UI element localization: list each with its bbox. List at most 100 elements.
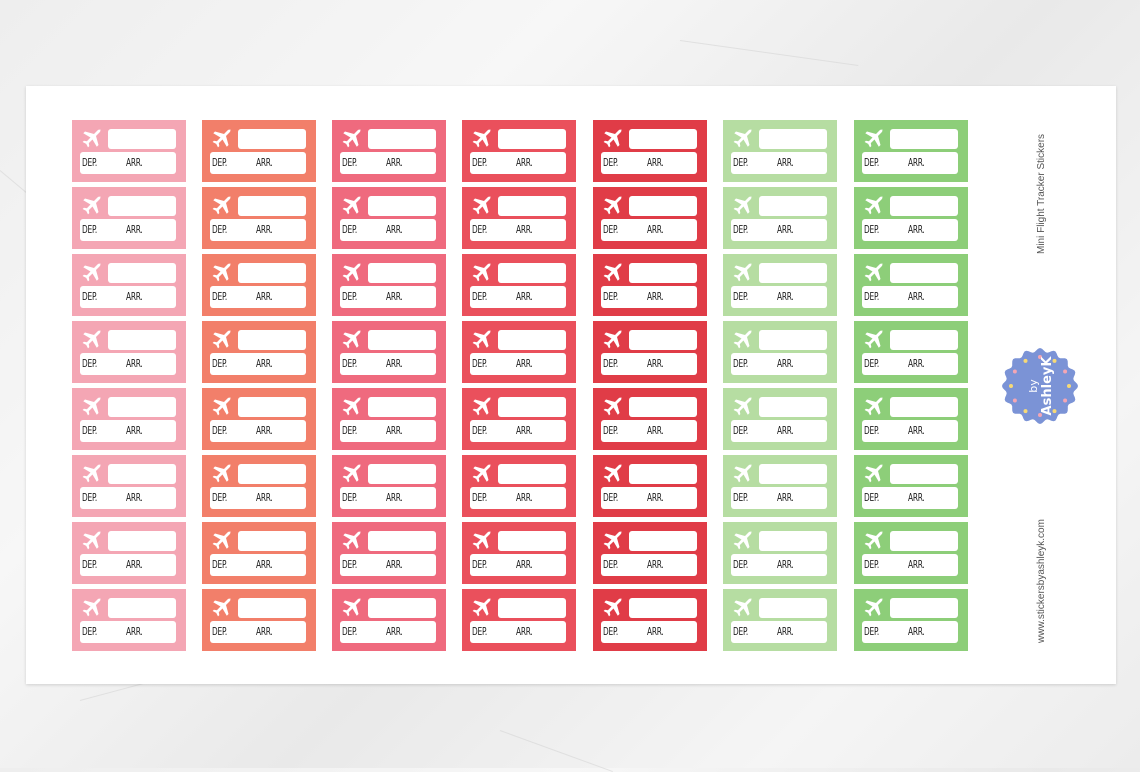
heart-icon — [1012, 369, 1017, 374]
times-field: DEP. ARR. — [80, 554, 176, 576]
arr-label: ARR. — [647, 625, 664, 638]
flight-number-field — [890, 531, 958, 551]
arr-label: ARR. — [908, 223, 925, 236]
flight-tracker-sticker: DEP. ARR. — [854, 187, 968, 249]
airplane-icon — [601, 127, 625, 151]
dep-label: DEP. — [82, 625, 98, 638]
dep-label: DEP. — [342, 491, 358, 504]
dep-label: DEP. — [864, 424, 880, 437]
times-field: DEP. ARR. — [80, 152, 176, 174]
flight-number-field — [108, 464, 176, 484]
flight-number-field — [368, 397, 436, 417]
arr-label: ARR. — [647, 290, 664, 303]
heart-icon — [1052, 358, 1057, 363]
logo-text-by: by — [1027, 379, 1040, 393]
arr-label: ARR. — [126, 290, 143, 303]
arr-label: ARR. — [777, 625, 794, 638]
dep-label: DEP. — [82, 357, 98, 370]
flight-number-field — [890, 397, 958, 417]
times-field: DEP. ARR. — [731, 621, 827, 643]
airplane-icon — [862, 127, 886, 151]
arr-label: ARR. — [386, 491, 403, 504]
airplane-icon — [601, 529, 625, 553]
dep-label: DEP. — [212, 290, 228, 303]
airplane-icon — [340, 529, 364, 553]
times-field: DEP. ARR. — [210, 286, 306, 308]
flight-number-field — [759, 464, 827, 484]
flight-number-field — [629, 598, 697, 618]
sticker-sheet: DEP. ARR. DEP. ARR. DEP. ARR. DEP. ARR. DEP. ARR.… — [26, 86, 1116, 684]
flight-number-field — [368, 464, 436, 484]
arr-label: ARR. — [126, 491, 143, 504]
airplane-icon — [210, 596, 234, 620]
times-field: DEP. ARR. — [210, 621, 306, 643]
flight-number-field — [629, 531, 697, 551]
arr-label: ARR. — [126, 357, 143, 370]
flight-number-field — [368, 598, 436, 618]
ashleyk-logo-badge: by AshleyK — [1002, 348, 1078, 424]
airplane-icon — [731, 261, 755, 285]
arr-label: ARR. — [386, 558, 403, 571]
arr-label: ARR. — [516, 424, 533, 437]
flight-tracker-sticker: DEP. ARR. — [593, 589, 707, 651]
dep-label: DEP. — [603, 223, 619, 236]
airplane-icon — [731, 395, 755, 419]
flight-number-field — [108, 397, 176, 417]
dep-label: DEP. — [864, 290, 880, 303]
flight-tracker-sticker: DEP. ARR. — [854, 321, 968, 383]
times-field: DEP. ARR. — [80, 487, 176, 509]
flight-tracker-sticker: DEP. ARR. — [854, 254, 968, 316]
times-field: DEP. ARR. — [470, 219, 566, 241]
dep-label: DEP. — [212, 491, 228, 504]
flight-tracker-sticker: DEP. ARR. — [462, 187, 576, 249]
airplane-icon — [210, 395, 234, 419]
airplane-icon — [80, 395, 104, 419]
heart-icon — [1052, 409, 1057, 414]
dep-label: DEP. — [603, 491, 619, 504]
flight-tracker-sticker: DEP. ARR. — [72, 388, 186, 450]
arr-label: ARR. — [908, 491, 925, 504]
airplane-icon — [862, 596, 886, 620]
dep-label: DEP. — [212, 424, 228, 437]
arr-label: ARR. — [126, 424, 143, 437]
airplane-icon — [340, 395, 364, 419]
arr-label: ARR. — [256, 357, 273, 370]
arr-label: ARR. — [647, 558, 664, 571]
flight-tracker-sticker: DEP. ARR. — [593, 388, 707, 450]
dep-label: DEP. — [342, 424, 358, 437]
flight-tracker-sticker: DEP. ARR. — [202, 388, 316, 450]
airplane-icon — [470, 395, 494, 419]
flight-number-field — [759, 263, 827, 283]
flight-number-field — [759, 196, 827, 216]
flight-number-field — [498, 531, 566, 551]
times-field: DEP. ARR. — [340, 621, 436, 643]
times-field: DEP. ARR. — [80, 353, 176, 375]
flight-number-field — [759, 598, 827, 618]
airplane-icon — [862, 328, 886, 352]
dep-label: DEP. — [603, 424, 619, 437]
times-field: DEP. ARR. — [340, 487, 436, 509]
dep-label: DEP. — [472, 424, 488, 437]
flight-tracker-sticker: DEP. ARR. — [462, 455, 576, 517]
times-field: DEP. ARR. — [731, 353, 827, 375]
airplane-icon — [470, 261, 494, 285]
times-field: DEP. ARR. — [340, 286, 436, 308]
flight-tracker-sticker: DEP. ARR. — [332, 522, 446, 584]
arr-label: ARR. — [908, 156, 925, 169]
flight-number-field — [238, 263, 306, 283]
flight-tracker-sticker: DEP. ARR. — [202, 321, 316, 383]
flight-number-field — [238, 330, 306, 350]
flight-number-field — [108, 598, 176, 618]
flight-tracker-sticker: DEP. ARR. — [854, 388, 968, 450]
flight-tracker-sticker: DEP. ARR. — [593, 522, 707, 584]
times-field: DEP. ARR. — [80, 420, 176, 442]
flight-number-field — [629, 196, 697, 216]
times-field: DEP. ARR. — [862, 420, 958, 442]
times-field: DEP. ARR. — [601, 286, 697, 308]
flight-number-field — [498, 129, 566, 149]
arr-label: ARR. — [777, 491, 794, 504]
times-field: DEP. ARR. — [601, 219, 697, 241]
heart-icon — [1023, 409, 1028, 414]
arr-label: ARR. — [126, 558, 143, 571]
flight-number-field — [890, 330, 958, 350]
